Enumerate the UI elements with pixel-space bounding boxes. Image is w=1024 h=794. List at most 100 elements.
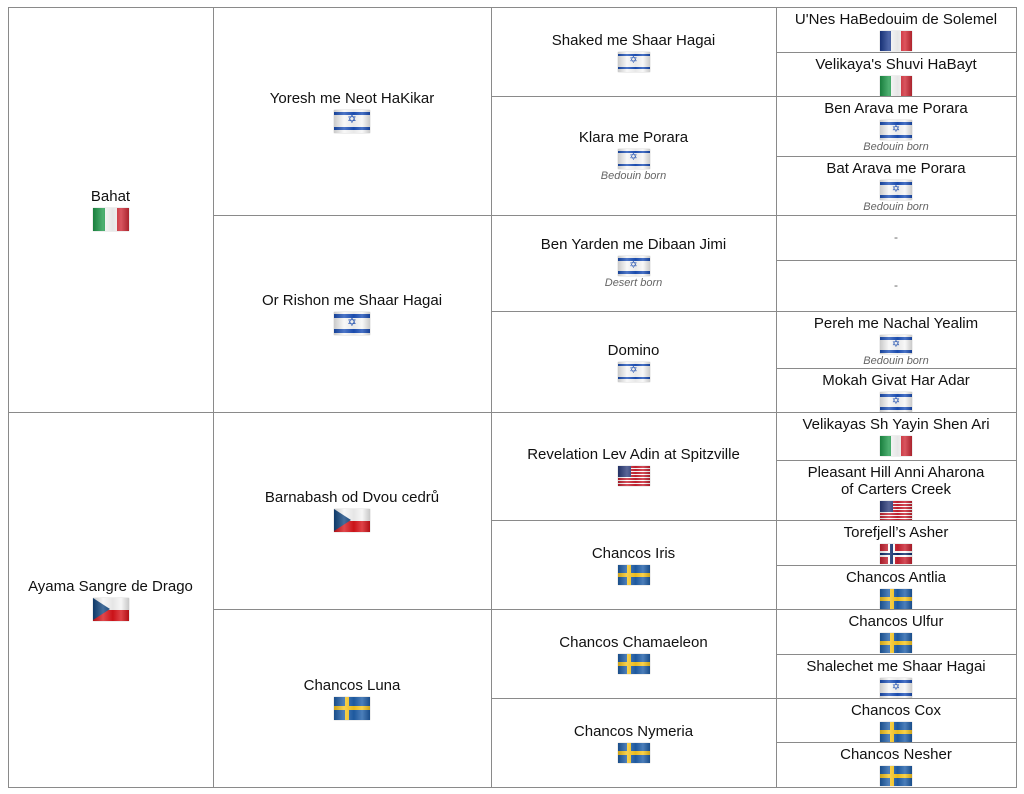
pedigree-cell-gen4: Torefjell’s Asher [776,520,1016,565]
norway-flag-icon [880,544,912,564]
horse-name: Or Rishon me Shaar Hagai [261,292,443,309]
grid-line [776,698,1017,699]
sweden-flag-icon [617,742,650,763]
pedigree-cell-gen4: - [776,260,1016,311]
horse-name: Barnabash od Dvou cedrů [264,489,440,506]
israel-flag-icon: ✡ [617,256,650,276]
grid-line [776,311,1017,312]
usa-flag-icon [617,466,650,486]
horse-name: Chancos Ulfur [848,613,944,630]
horse-name: Ben Yarden me Dibaan Jimi [540,236,727,253]
grid-line [776,742,1017,743]
horse-name: Shaked me Shaar Hagai [551,31,716,49]
pedigree-cell-gen3: Chancos Chamaeleon [491,609,776,698]
horse-name: Ben Arava me Porara [824,100,968,117]
sweden-flag-icon [617,564,650,585]
sweden-flag-icon [617,653,650,674]
pedigree-cell-gen2: Or Rishon me Shaar Hagai ✡ [213,215,491,412]
pedigree-cell-gen4: Ben Arava me Porara ✡ Bedouin born [776,96,1016,156]
horse-name: - [894,230,898,244]
grid-line [1016,7,1017,788]
pedigree-cell-gen4: Bat Arava me Porara ✡ Bedouin born [776,156,1016,215]
grid-line [491,215,1017,216]
horse-name: Chancos Luna [303,676,401,694]
pedigree-cell-gen4: Velikayas Sh Yayin Shen Ari [776,412,1016,460]
horse-name: Mokah Givat Har Adar [822,372,970,389]
grid-line [776,7,777,788]
grid-line [491,698,1017,699]
italy-flag-icon [92,208,129,231]
israel-flag-icon: ✡ [334,109,370,133]
horse-name: Velikaya's Shuvi HaBayt [815,56,977,73]
grid-line [776,520,1017,521]
horse-name: U'Nes HaBedouim de Solemel [794,11,998,28]
horse-name: - [894,278,898,292]
birth-note: Bedouin born [600,169,667,182]
grid-line [776,260,1017,261]
horse-name: Chancos Iris [591,544,676,562]
israel-flag-icon: ✡ [880,335,912,354]
birth-note: Bedouin born [863,355,929,367]
pedigree-cell-gen4: Velikaya's Shuvi HaBayt [776,52,1016,96]
horse-name: Domino [607,341,660,359]
pedigree-cell-gen3: Revelation Lev Adin at Spitzville [491,412,776,520]
pedigree-cell-gen3: Domino ✡ [491,311,776,412]
israel-flag-icon: ✡ [617,148,650,169]
horse-name: Revelation Lev Adin at Spitzville [527,446,740,463]
horse-name: Velikayas Sh Yayin Shen Ari [802,416,990,433]
horse-name: Torefjell’s Asher [843,524,949,541]
horse-name: Chancos Nymeria [573,722,694,740]
horse-name: Bahat [90,188,131,205]
pedigree-cell-gen3: Chancos Iris [491,520,776,609]
israel-flag-icon: ✡ [880,120,912,140]
grid-line [776,565,1017,566]
grid-line [491,412,1017,413]
israel-flag-icon: ✡ [880,678,912,698]
horse-name: Chancos Nesher [840,746,952,763]
pedigree-cell-gen3: Ben Yarden me Dibaan Jimi ✡ Desert born [491,215,776,311]
czech-flag-icon [334,509,370,532]
horse-name: Pleasant Hill Anni Aharona of Carters Cr… [807,464,985,498]
pedigree-cell-gen2: Yoresh me Neot HaKikar ✡ [213,7,491,215]
pedigree-cell-gen4: Pleasant Hill Anni Aharona of Carters Cr… [776,460,1016,520]
grid-line [776,156,1017,157]
israel-flag-icon: ✡ [880,392,912,412]
pedigree-cell-gen3: Shaked me Shaar Hagai ✡ [491,7,776,96]
horse-name: Ayama Sangre de Drago [28,578,193,595]
grid-line [776,96,1017,97]
pedigree-cell-gen4: Chancos Antlia [776,565,1016,609]
israel-flag-icon: ✡ [617,51,650,72]
pedigree-cell-gen1: Ayama Sangre de Drago [8,412,213,787]
pedigree-cell-gen4: - [776,215,1016,260]
grid-line [8,7,1017,8]
pedigree-cell-gen3: Klara me Porara ✡ Bedouin born [491,96,776,215]
grid-line [776,52,1017,53]
sweden-flag-icon [880,633,912,653]
pedigree-cell-gen3: Chancos Nymeria [491,698,776,787]
pedigree-cell-gen2: Chancos Luna [213,609,491,787]
horse-name: Pereh me Nachal Yealim [813,315,979,332]
birth-note: Bedouin born [863,141,929,153]
france-flag-icon [880,31,912,51]
birth-note: Desert born [604,277,663,289]
pedigree-cell-gen4: Chancos Ulfur [776,609,1016,654]
pedigree-cell-gen4: Chancos Cox [776,698,1016,742]
pedigree-cell-gen4: Chancos Nesher [776,742,1016,787]
sweden-flag-icon [880,722,912,742]
sweden-flag-icon [880,766,912,786]
grid-line [491,7,492,788]
grid-line [776,460,1017,461]
czech-flag-icon [92,598,129,621]
grid-line [776,368,1017,369]
grid-line [8,7,9,788]
pedigree-cell-gen4: Shalechet me Shaar Hagai ✡ [776,654,1016,698]
grid-line [491,520,1017,521]
horse-name: Yoresh me Neot HaKikar [269,89,435,107]
grid-line [213,7,214,788]
israel-flag-icon: ✡ [334,312,370,335]
pedigree-cell-gen4: Pereh me Nachal Yealim ✡ Bedouin born [776,311,1016,368]
horse-name: Shalechet me Shaar Hagai [806,658,986,675]
horse-name: Chancos Antlia [845,569,947,586]
horse-name: Klara me Porara [578,128,689,146]
